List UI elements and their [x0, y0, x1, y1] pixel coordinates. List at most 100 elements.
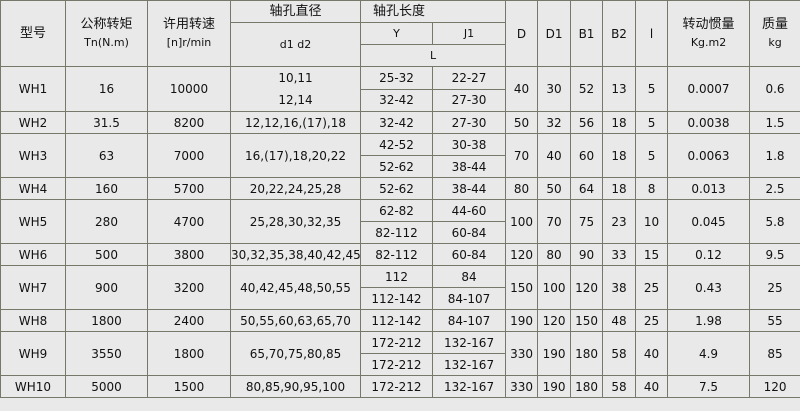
b2-cell: 58	[602, 375, 637, 398]
header-inertia-label: 转动惯量	[682, 16, 735, 32]
bore-diameter-cell: 80,85,90,95,100	[230, 375, 361, 398]
model-cell: WH5	[0, 199, 66, 244]
b2-cell: 33	[602, 243, 637, 266]
torque-cell: 31.5	[65, 111, 148, 134]
model-cell: WH10	[0, 375, 66, 398]
mass-cell: 25	[749, 265, 800, 310]
inertia-cell: 0.0063	[667, 133, 751, 178]
speed-cell: 10000	[147, 66, 231, 112]
mass-cell: 120	[749, 375, 800, 398]
l-cell: 10	[635, 199, 669, 244]
d-cell: 190	[505, 309, 539, 332]
bore-diameter-line: 10,11	[278, 71, 313, 85]
length-j1-cell: 27-30	[431, 111, 507, 134]
header-length-l: L	[359, 44, 507, 67]
inertia-cell: 0.013	[667, 177, 751, 200]
d-cell: 330	[505, 375, 539, 398]
torque-cell: 1800	[65, 309, 148, 332]
header-y: Y	[360, 22, 433, 45]
model-cell: WH7	[0, 265, 66, 310]
mass-cell: 9.5	[749, 243, 800, 266]
torque-cell: 280	[65, 199, 148, 244]
torque-cell: 500	[65, 243, 148, 266]
torque-cell: 160	[65, 177, 148, 200]
table-row: WH4 160 5700 20,22,24,25,28 52-62 38-44 80 50 64…	[0, 177, 800, 200]
b2-cell: 18	[602, 177, 637, 200]
table-row: WH1 16 10000 10,11 12,14 25-32 22-27 40 30 52 13 5 0…	[0, 66, 800, 112]
length-j1-cell: 132-167	[431, 353, 507, 376]
b1-cell: 60	[570, 133, 604, 178]
length-j1-cell: 132-167	[431, 331, 507, 354]
table-subrow: 82-112 60-84	[1, 221, 800, 244]
length-j1-cell: 27-30	[431, 88, 507, 112]
inertia-cell: 4.9	[667, 331, 751, 376]
header-d1: D1	[537, 0, 572, 67]
length-j1-cell: 84-107	[431, 309, 507, 332]
b2-cell: 38	[602, 265, 637, 310]
header-torque-label: 公称转矩	[80, 16, 133, 32]
model-cell: WH4	[0, 177, 66, 200]
speed-cell: 3800	[147, 243, 231, 266]
length-j1-cell: 132-167	[431, 375, 507, 398]
header-bore-length: 轴孔长度	[359, 0, 507, 23]
length-y-cell: 62-82	[360, 199, 433, 222]
length-j1-cell: 84-107	[431, 287, 507, 310]
speed-cell: 2400	[147, 309, 231, 332]
bore-diameter-cell: 40,42,45,48,50,55	[230, 265, 361, 310]
d1-cell: 100	[537, 265, 572, 310]
length-j1-cell: 60-84	[431, 243, 507, 266]
model-cell: WH3	[0, 133, 66, 178]
b2-cell: 13	[602, 66, 637, 112]
length-y-cell: 32-42	[360, 111, 433, 134]
bore-diameter-cell: 25,28,30,32,35	[230, 199, 361, 244]
length-j1-cell: 38-44	[431, 177, 507, 200]
header-model: 型号	[0, 0, 66, 67]
b2-cell: 18	[602, 133, 637, 178]
mass-cell: 55	[749, 309, 800, 332]
header-l: l	[635, 0, 669, 67]
header-b2: B2	[602, 0, 637, 67]
bore-diameter-line: 12,14	[278, 93, 313, 107]
table-body: WH1 16 10000 10,11 12,14 25-32 22-27 40 30 52 13 5 0…	[0, 66, 800, 398]
b1-cell: 150	[570, 309, 604, 332]
header-inertia-unit: Kg.m2	[690, 35, 727, 49]
bore-diameter-cell: 30,32,35,38,40,42,45	[230, 243, 361, 266]
header-torque-unit: Tn(N.m)	[84, 35, 129, 49]
header-j1: J1	[431, 22, 507, 45]
l-cell: 40	[635, 331, 669, 376]
d1-cell: 70	[537, 199, 572, 244]
table-row: WH6 500 3800 30,32,35,38,40,42,45 82-112 60-8…	[0, 243, 800, 266]
d-cell: 50	[505, 111, 539, 134]
bore-diameter-cell: 50,55,60,63,65,70	[230, 309, 361, 332]
d-cell: 150	[505, 265, 539, 310]
model-cell: WH2	[0, 111, 66, 134]
header-mass-label: 质量	[762, 16, 789, 32]
speed-cell: 7000	[147, 133, 231, 178]
speed-cell: 1800	[147, 331, 231, 376]
length-j1-cell: 22-27	[431, 66, 507, 90]
b1-cell: 56	[570, 111, 604, 134]
b1-cell: 64	[570, 177, 604, 200]
speed-cell: 5700	[147, 177, 231, 200]
d1-cell: 50	[537, 177, 572, 200]
b2-cell: 58	[602, 331, 637, 376]
model-cell: WH1	[0, 66, 66, 112]
b1-cell: 52	[570, 66, 604, 112]
d1-cell: 190	[537, 375, 572, 398]
inertia-cell: 0.0007	[667, 66, 751, 112]
length-j1-cell: 44-60	[431, 199, 507, 222]
header-speed-label: 许用转速	[162, 16, 215, 32]
b2-cell: 23	[602, 199, 637, 244]
l-cell: 15	[635, 243, 669, 266]
b1-cell: 120	[570, 265, 604, 310]
length-y-cell: 82-112	[360, 243, 433, 266]
b1-cell: 180	[570, 331, 604, 376]
b2-cell: 48	[602, 309, 637, 332]
inertia-cell: 0.12	[667, 243, 751, 266]
header-inertia: 转动惯量 Kg.m2	[667, 0, 751, 67]
length-y-cell: 52-62	[360, 177, 433, 200]
d-cell: 330	[505, 331, 539, 376]
torque-cell: 900	[65, 265, 148, 310]
bore-diameter-cell: 12,12,16,(17),18	[230, 111, 361, 134]
d-cell: 70	[505, 133, 539, 178]
